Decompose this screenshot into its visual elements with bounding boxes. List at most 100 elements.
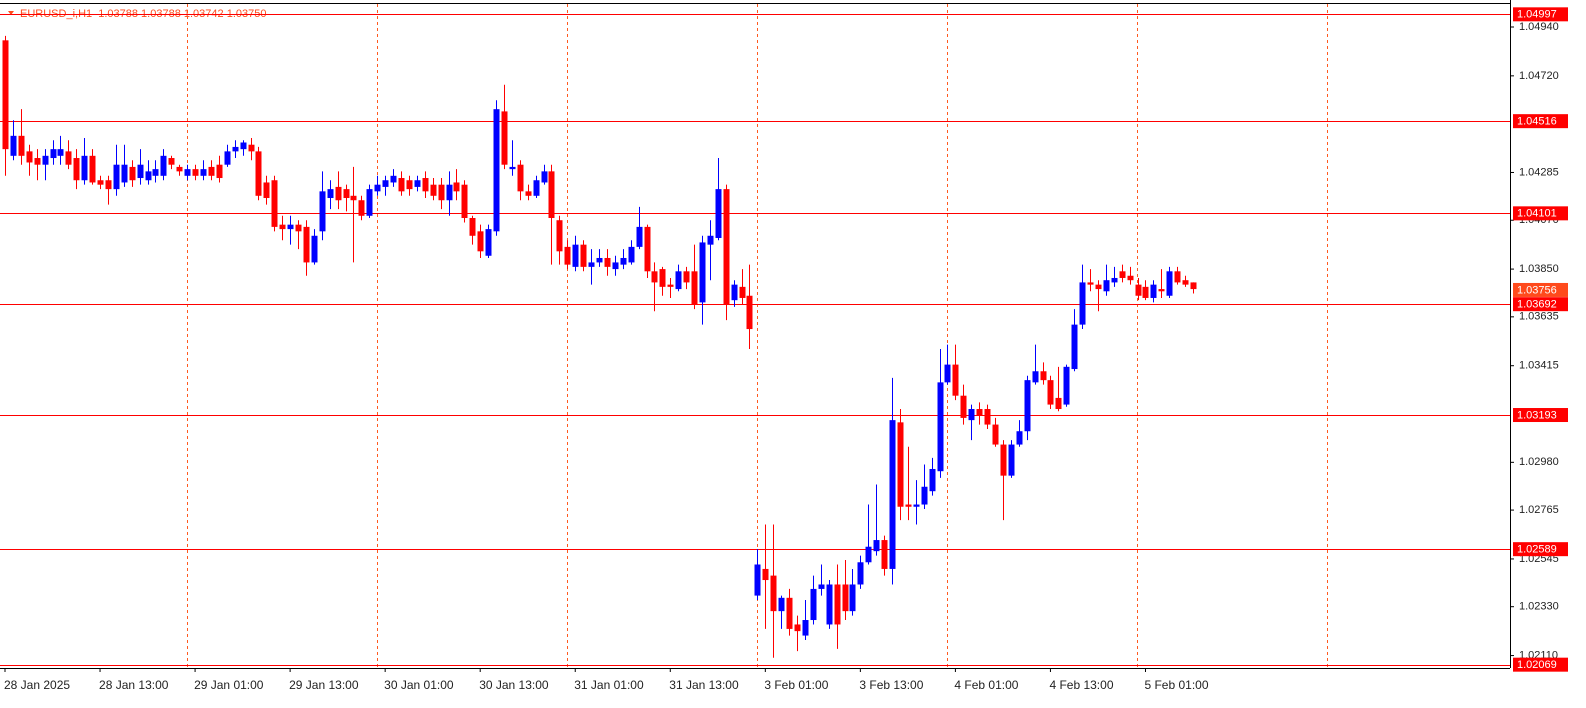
candle-body [358, 200, 365, 216]
candle-body [366, 189, 373, 216]
candle-body [287, 224, 294, 230]
candle-body [865, 546, 872, 563]
candle-body [1103, 280, 1110, 292]
candle-body [746, 295, 753, 330]
candle-body [786, 597, 793, 629]
candle-body [469, 218, 476, 236]
candle-body [414, 180, 421, 187]
candle-body [343, 189, 350, 199]
candle-body [453, 182, 460, 192]
candle-body [770, 575, 777, 612]
candle-body [65, 151, 72, 165]
y-tick-label: 1.02980 [1519, 456, 1559, 468]
candle-body [1055, 397, 1062, 410]
candle-body [263, 182, 270, 199]
y-tick-label: 1.04940 [1519, 21, 1559, 33]
level-label: 1.04101 [1517, 208, 1557, 220]
candle-body [1135, 284, 1142, 296]
candle-body [881, 540, 888, 569]
x-tick-label: 30 Jan 01:00 [384, 678, 454, 692]
candle-body [952, 364, 959, 396]
candle-body [192, 169, 199, 176]
level-label: 1.04997 [1517, 9, 1557, 21]
level-label: 1.03193 [1517, 409, 1557, 421]
candle-body [564, 246, 571, 265]
candle-body [762, 568, 769, 581]
candle-body [960, 395, 967, 418]
candle-body [311, 235, 318, 263]
x-tick-label: 28 Jan 13:00 [99, 678, 169, 692]
candle-body [691, 271, 698, 305]
candle-body [160, 155, 167, 176]
candle-body [1024, 380, 1031, 432]
candle-body [145, 171, 152, 181]
level-label-box [1513, 297, 1568, 312]
candle-body [849, 584, 856, 612]
candle-body [374, 184, 381, 192]
bid-label: 1.03756 [1517, 284, 1557, 296]
candle-body [873, 540, 880, 552]
y-tick-label: 1.04720 [1519, 70, 1559, 82]
candle-body [382, 180, 389, 187]
candle-body [279, 224, 286, 230]
candle-body [18, 135, 25, 156]
candle-body [794, 624, 801, 632]
candle-body [857, 562, 864, 585]
y-tick-label: 1.03415 [1519, 360, 1559, 372]
candle-body [913, 504, 920, 507]
x-tick-label: 31 Jan 13:00 [669, 678, 739, 692]
candle-body [644, 226, 651, 272]
candle-body [57, 149, 64, 156]
candle-body [168, 158, 175, 165]
candle-body [248, 144, 255, 152]
title-marker [8, 11, 14, 15]
candle-body [667, 284, 674, 287]
candle-body [319, 191, 326, 232]
candle-body [1142, 286, 1149, 298]
candle-body [350, 195, 357, 201]
candle-body [446, 184, 453, 201]
candle-body [533, 180, 540, 196]
level-label-box [1513, 7, 1568, 22]
candle-body [1087, 282, 1094, 285]
y-tick-label: 1.03635 [1519, 311, 1559, 323]
candle-body [10, 135, 17, 156]
candle-body [406, 180, 413, 190]
candle-body [905, 504, 912, 507]
candle-body [612, 262, 619, 270]
candle-body [1190, 282, 1197, 290]
x-tick-label: 5 Feb 01:00 [1144, 678, 1208, 692]
candle-body [477, 231, 484, 252]
candle-body [992, 424, 999, 445]
candle-body [1071, 324, 1078, 370]
candle-body [818, 584, 825, 589]
candle-body [271, 180, 278, 227]
candle-body [754, 564, 761, 596]
candle-body [1032, 371, 1039, 383]
candle-body [984, 409, 991, 425]
candle-body [826, 584, 833, 625]
level-label: 1.04516 [1517, 116, 1557, 128]
candle-body [493, 109, 500, 232]
candle-body [541, 171, 548, 183]
chart-title: EURUSD_i,H1 1.03788 1.03788 1.03742 1.03… [20, 8, 266, 20]
candle-body [604, 257, 611, 267]
candle-body [438, 184, 445, 201]
candle-body [501, 111, 508, 165]
candle-body [509, 166, 516, 170]
candle-body [889, 420, 896, 569]
candle-body [1095, 284, 1102, 290]
level-label: 1.02069 [1517, 659, 1557, 671]
candle-body [113, 164, 120, 190]
candle-body [715, 189, 722, 238]
candle-body [739, 286, 746, 298]
candle-body [303, 226, 310, 263]
candle-body [937, 382, 944, 472]
candle-body [208, 166, 215, 176]
candle-body [810, 588, 817, 621]
candle-body [548, 171, 555, 219]
candle-body [1174, 271, 1181, 283]
candle-body [398, 178, 405, 192]
